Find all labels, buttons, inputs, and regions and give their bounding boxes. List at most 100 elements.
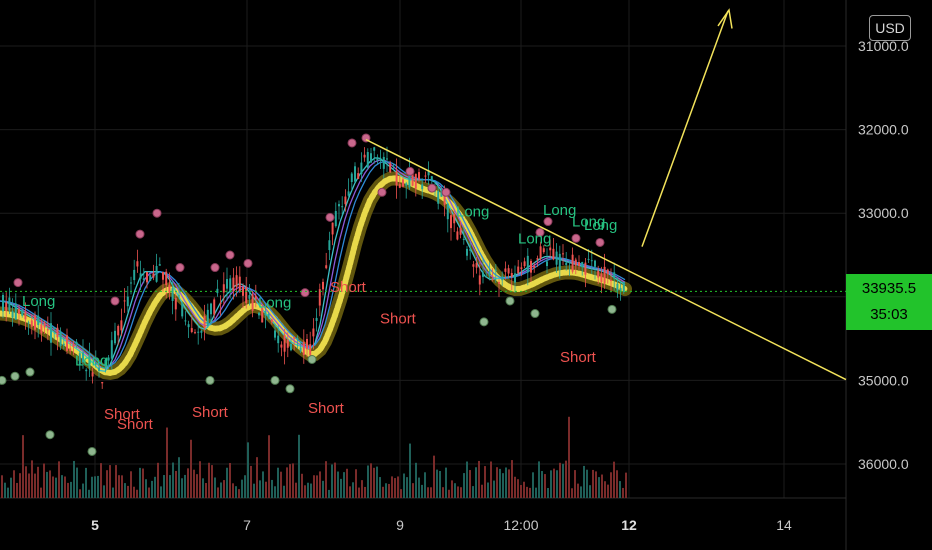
volume-bar [451,480,453,498]
candle-body [75,341,78,345]
signal-label-short: Short [104,406,141,423]
volume-bar [334,462,336,498]
volume-bar [241,479,243,498]
signal-label-short: Short [380,311,417,328]
volume-bar [586,469,588,498]
candle-body [350,173,353,182]
volume-bar [91,476,93,498]
sell-dot [135,229,145,239]
volume-bar [388,483,390,498]
volume-bar [13,470,15,498]
volume-bar [148,487,150,498]
volume-bar [58,461,60,498]
volume-bar [55,477,57,498]
volume-bar [418,477,420,498]
candle-body [504,268,507,272]
volume-bar [22,435,24,498]
candle-body [280,344,283,348]
volume-bar [331,464,333,498]
sell-dot [427,183,437,193]
candle-body [254,295,257,300]
volume-bar [403,473,405,498]
volume-bar [109,465,111,498]
volume-bar [496,467,498,498]
candle-body [443,196,446,205]
signal-label-long: Long [584,217,617,234]
volume-bar [322,480,324,498]
volume-bar [211,465,213,498]
volume-bar [439,470,441,498]
candle-body [114,330,116,344]
candle-body [120,320,123,331]
candle-body [344,196,347,205]
volume-bar [499,468,501,498]
volume-bar [151,480,153,498]
sell-dot [13,278,23,288]
candle-body [123,300,126,302]
volume-bar [298,434,300,498]
volume-bar [385,483,387,498]
candle-body [411,172,414,186]
candle-body [568,261,571,263]
candle-body [491,278,494,280]
volume-bar [343,472,345,498]
candle-body [389,163,392,173]
volume-bar [94,476,96,498]
volume-bar [391,476,393,498]
volume-bar [406,477,408,498]
volume-bar [46,471,48,498]
candle-body [376,157,379,161]
volume-bar [301,473,303,498]
volume-bar [103,485,105,498]
volume-bar [118,475,120,498]
currency-button[interactable]: USD [869,15,911,41]
volume-bar [424,472,426,498]
volume-bar [73,460,75,498]
candle-body [395,171,398,186]
candle-body [482,272,484,277]
volume-bar [79,489,81,498]
candle-body [472,264,475,267]
volume-bar [61,475,63,498]
candle-body [571,254,574,272]
volume-bar [478,460,480,498]
candle-body [88,354,91,368]
candle-body [117,325,120,336]
candle-body [459,227,462,235]
volume-bar [106,470,108,498]
volume-bar [37,466,39,498]
volume-bar [226,467,228,498]
volume-bar [457,486,459,498]
candle-body [142,278,145,281]
candle-body [152,273,155,278]
y-tick-label: 31000.0 [858,38,909,54]
candle-body [453,214,456,224]
candle-body [139,273,142,279]
candle-body [587,258,590,260]
volume-bar [358,487,360,498]
volume-bar [469,470,471,498]
x-tick-label: 12:00 [503,517,538,533]
volume-bar [520,485,522,498]
volume-bar [526,486,528,498]
volume-bar [217,487,219,498]
candle-body [178,295,180,297]
signal-label-short: Short [308,400,345,417]
volume-bar [595,471,597,498]
x-tick-label: 5 [91,517,99,533]
volume-bar [361,480,363,498]
candle-body [302,341,305,355]
volume-bar [268,435,270,498]
volume-bar [295,482,297,498]
volume-bar [205,483,207,498]
volume-bar [394,478,396,498]
volume-bar [85,467,87,498]
volume-bar [181,478,183,498]
sell-dot [441,187,451,197]
buy-dot [0,375,7,385]
buy-dot [45,430,55,440]
volume-bar [136,489,138,498]
candle-body [450,215,452,229]
volume-bar [601,474,603,498]
